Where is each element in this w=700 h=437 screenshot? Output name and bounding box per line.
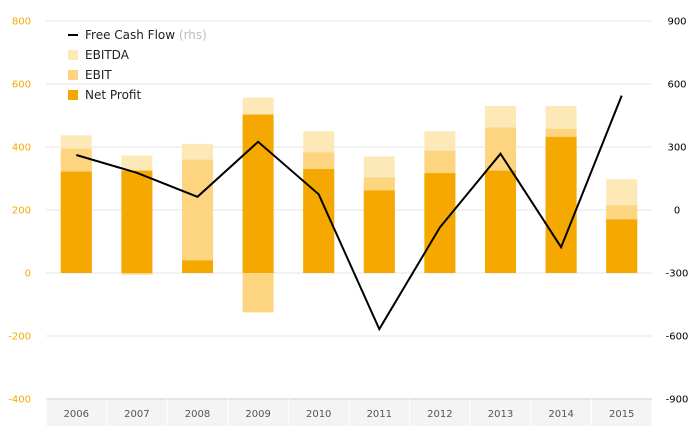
bar-net-profit: [182, 260, 213, 273]
y-right-tick-label: 900: [667, 17, 686, 28]
x-tick-label: 2011: [367, 409, 392, 420]
x-tick-label: 2007: [124, 409, 149, 420]
y-right-tick-label: 300: [667, 143, 686, 154]
bar-ebit: [242, 273, 274, 313]
x-tick-label: 2006: [64, 409, 89, 420]
bar-net-profit: [242, 114, 274, 274]
y-right-tick-label: 600: [667, 80, 686, 91]
bar-net-profit: [60, 171, 92, 273]
bar-net-profit: [121, 170, 153, 273]
line-free-cash-flow: [76, 95, 623, 332]
y-right-tick-label: -300: [666, 269, 689, 280]
bar-net-profit: [485, 170, 516, 273]
legend-label-suffix: (rhs): [175, 28, 207, 42]
legend-box-swatch: [68, 70, 78, 80]
y-left-tick-label: -200: [8, 332, 31, 343]
y-left-tick-label: -400: [8, 395, 31, 406]
bar-net-profit: [606, 219, 638, 273]
legend-label: EBIT: [85, 68, 112, 82]
bar-net-profit: [545, 136, 577, 273]
y-left-tick-label: 800: [12, 17, 31, 28]
legend-box-swatch: [68, 90, 78, 100]
x-tick-label: 2013: [488, 409, 513, 420]
legend-label: Net Profit: [85, 88, 141, 102]
x-tick-label: 2009: [245, 409, 270, 420]
bar-net-profit: [363, 190, 395, 273]
x-tick-label: 2010: [306, 409, 331, 420]
legend-label: Free Cash Flow (rhs): [85, 28, 207, 42]
y-left-tick-label: 400: [12, 143, 31, 154]
y-left-tick-label: 200: [12, 206, 31, 217]
y-right-tick-label: -600: [666, 332, 689, 343]
legend-box-swatch: [68, 50, 78, 60]
bar-ebit: [121, 273, 153, 275]
y-right-tick-label: -900: [666, 395, 689, 406]
y-left-tick-label: 0: [25, 269, 31, 280]
y-left-tick-label: 600: [12, 80, 31, 91]
x-tick-label: 2008: [185, 409, 210, 420]
bar-ebit: [182, 159, 213, 273]
x-tick-label: 2015: [609, 409, 634, 420]
y-right-tick-label: 0: [674, 206, 680, 217]
legend-label: EBITDA: [85, 48, 130, 62]
x-tick-label: 2012: [427, 409, 452, 420]
bar-net-profit: [424, 173, 456, 273]
x-tick-label: 2014: [548, 409, 573, 420]
